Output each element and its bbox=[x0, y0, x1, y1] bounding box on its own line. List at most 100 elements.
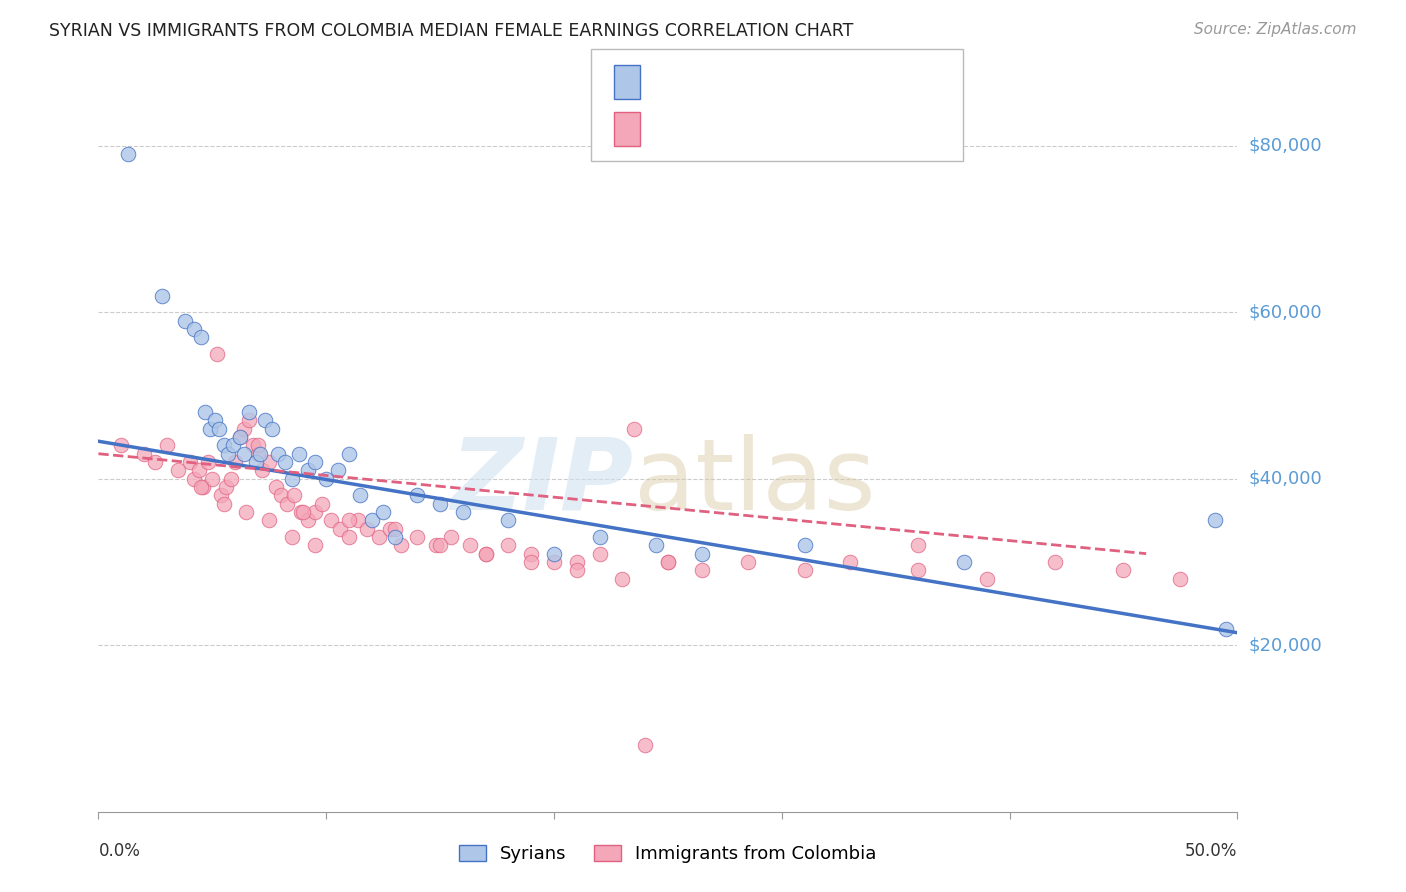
Point bbox=[371, 505, 394, 519]
Point bbox=[474, 547, 496, 561]
Point bbox=[378, 522, 401, 536]
Point bbox=[110, 438, 132, 452]
Point bbox=[249, 447, 271, 461]
Point bbox=[690, 547, 713, 561]
Point bbox=[520, 547, 543, 561]
Point bbox=[520, 555, 543, 569]
Point bbox=[319, 513, 342, 527]
Point bbox=[565, 563, 588, 577]
Point bbox=[474, 547, 496, 561]
Point bbox=[1112, 563, 1135, 577]
Point bbox=[737, 555, 759, 569]
Point bbox=[198, 422, 221, 436]
Point bbox=[612, 572, 634, 586]
Point bbox=[907, 563, 929, 577]
Point bbox=[190, 480, 212, 494]
Point bbox=[337, 447, 360, 461]
Text: 78: 78 bbox=[799, 119, 824, 136]
Text: SYRIAN VS IMMIGRANTS FROM COLOMBIA MEDIAN FEMALE EARNINGS CORRELATION CHART: SYRIAN VS IMMIGRANTS FROM COLOMBIA MEDIA… bbox=[49, 22, 853, 40]
Point bbox=[588, 547, 610, 561]
Text: 44: 44 bbox=[799, 70, 824, 88]
Point bbox=[270, 488, 292, 502]
Point bbox=[212, 438, 235, 452]
Point bbox=[645, 538, 668, 552]
Point bbox=[274, 455, 297, 469]
Point bbox=[283, 488, 305, 502]
Text: -0.365: -0.365 bbox=[685, 70, 749, 88]
Point bbox=[384, 522, 406, 536]
Point bbox=[156, 438, 179, 452]
Point bbox=[219, 472, 242, 486]
Text: $60,000: $60,000 bbox=[1249, 303, 1322, 321]
Point bbox=[222, 438, 245, 452]
Point bbox=[337, 513, 360, 527]
Point bbox=[183, 322, 205, 336]
Point bbox=[565, 555, 588, 569]
Point bbox=[389, 538, 412, 552]
Point bbox=[429, 497, 451, 511]
Point bbox=[228, 430, 250, 444]
Point bbox=[292, 505, 315, 519]
Point bbox=[246, 438, 269, 452]
Point bbox=[187, 463, 209, 477]
Point bbox=[360, 513, 382, 527]
Point bbox=[267, 447, 290, 461]
Point bbox=[839, 555, 862, 569]
Point bbox=[145, 455, 167, 469]
Point bbox=[304, 538, 326, 552]
Point bbox=[197, 455, 219, 469]
Point bbox=[793, 538, 815, 552]
Point bbox=[429, 538, 451, 552]
Point bbox=[117, 147, 139, 161]
Point bbox=[623, 422, 645, 436]
Point bbox=[1215, 622, 1237, 636]
Point bbox=[281, 530, 304, 544]
Point bbox=[1204, 513, 1226, 527]
Point bbox=[190, 330, 212, 344]
Text: R =: R = bbox=[650, 119, 689, 136]
Point bbox=[907, 538, 929, 552]
Point bbox=[290, 505, 312, 519]
Point bbox=[543, 547, 565, 561]
Point bbox=[406, 530, 429, 544]
Point bbox=[276, 497, 298, 511]
Point bbox=[657, 555, 679, 569]
Point bbox=[458, 538, 481, 552]
Point bbox=[174, 313, 197, 327]
Point bbox=[384, 530, 406, 544]
Point bbox=[297, 463, 319, 477]
Point bbox=[242, 438, 264, 452]
Point bbox=[264, 480, 287, 494]
Point bbox=[440, 530, 463, 544]
Point bbox=[205, 347, 228, 361]
Point bbox=[657, 555, 679, 569]
Point bbox=[235, 505, 257, 519]
Point bbox=[212, 497, 235, 511]
Text: ZIP: ZIP bbox=[451, 434, 634, 531]
Point bbox=[297, 513, 319, 527]
Point bbox=[208, 422, 231, 436]
Text: Source: ZipAtlas.com: Source: ZipAtlas.com bbox=[1194, 22, 1357, 37]
Point bbox=[150, 288, 173, 302]
Point bbox=[233, 447, 256, 461]
Point bbox=[326, 463, 349, 477]
Point bbox=[179, 455, 201, 469]
Legend: Syrians, Immigrants from Colombia: Syrians, Immigrants from Colombia bbox=[451, 838, 884, 870]
Point bbox=[252, 463, 274, 477]
Point bbox=[238, 413, 260, 427]
Point bbox=[167, 463, 190, 477]
Text: atlas: atlas bbox=[634, 434, 876, 531]
Point bbox=[194, 405, 217, 419]
Point bbox=[228, 430, 250, 444]
Text: N =: N = bbox=[763, 119, 803, 136]
Point bbox=[1170, 572, 1192, 586]
Point bbox=[406, 488, 429, 502]
Point bbox=[337, 530, 360, 544]
Point bbox=[367, 530, 389, 544]
Point bbox=[259, 513, 281, 527]
Point bbox=[260, 422, 283, 436]
Point bbox=[347, 513, 370, 527]
Point bbox=[329, 522, 352, 536]
Text: R =: R = bbox=[650, 70, 689, 88]
Point bbox=[288, 447, 311, 461]
